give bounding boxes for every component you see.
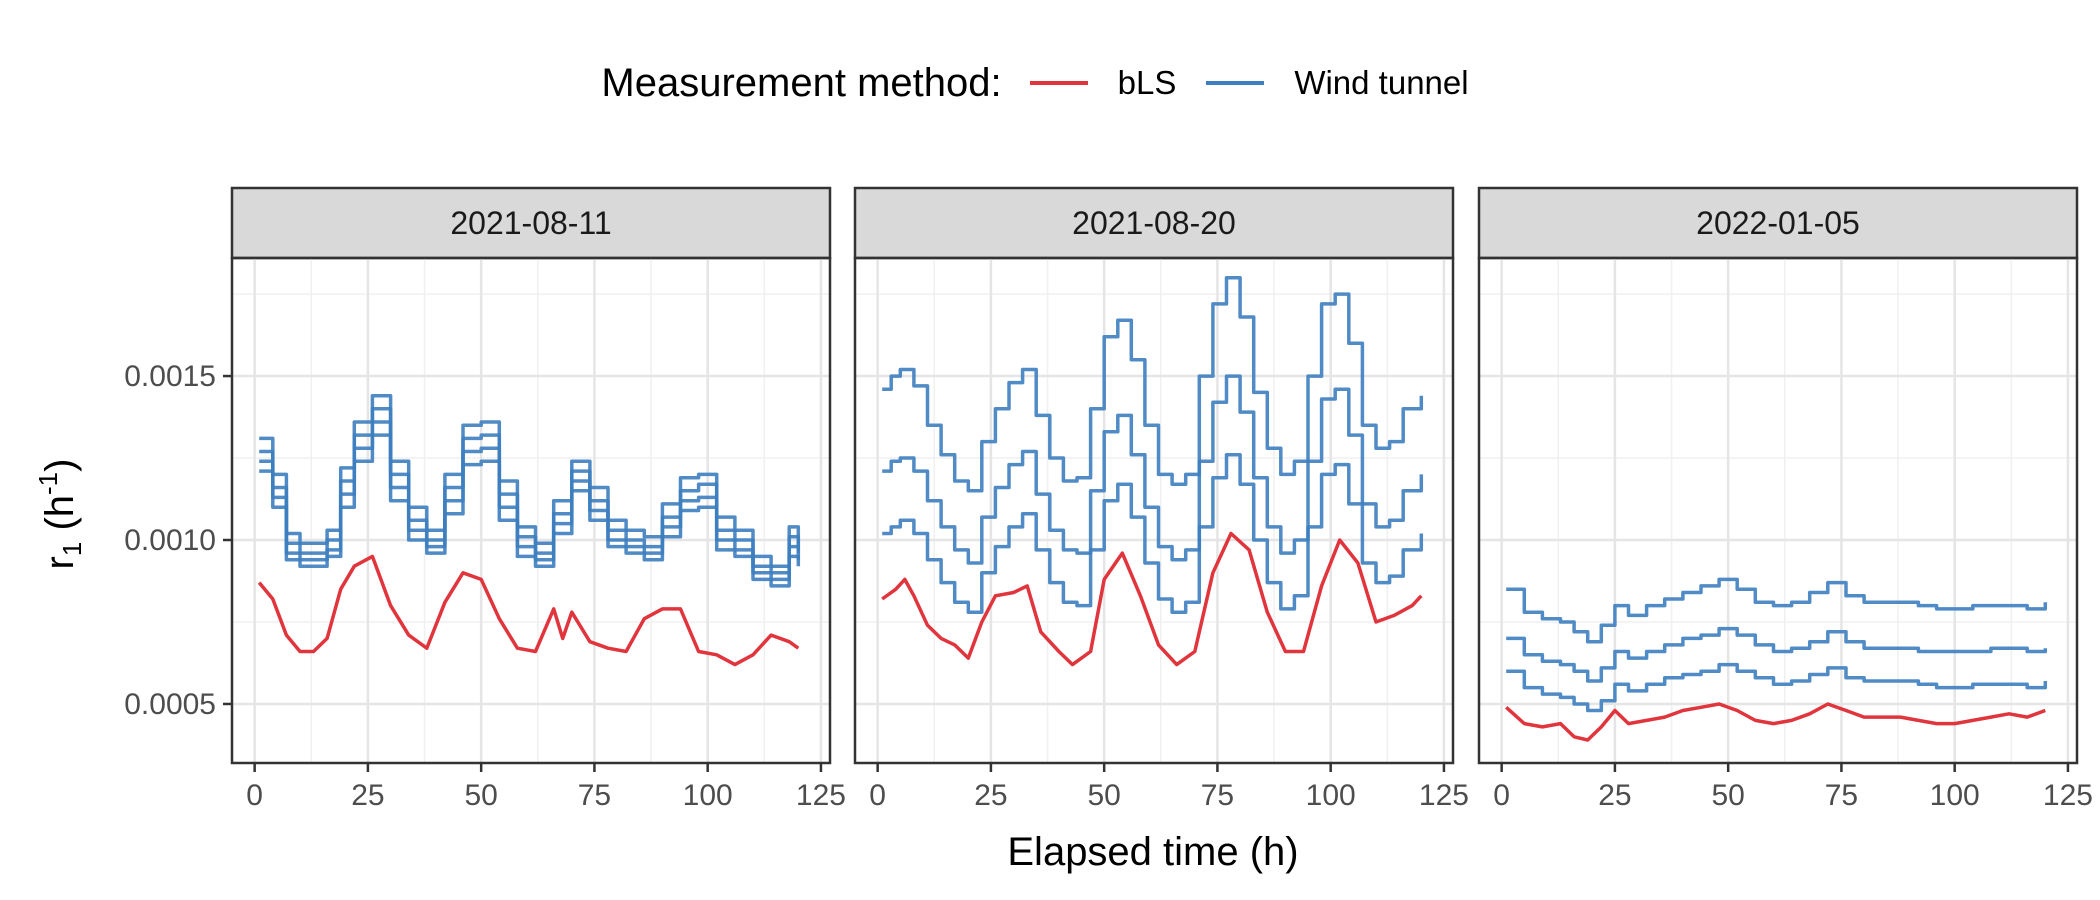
panel-border-2: [1477, 256, 2079, 765]
y-tick-label: 0.0005: [124, 688, 216, 721]
series-line-0-4: [259, 433, 801, 588]
strip-1: [853, 186, 1455, 260]
y-axis-title-unit-open: (h: [38, 495, 82, 542]
legend-label-wind-tunnel: Wind tunnel: [1294, 64, 1469, 101]
legend: Measurement method: bLS Wind tunnel: [0, 48, 2100, 118]
y-axis-title-unit-close: ): [38, 459, 82, 472]
y-tick-label: 0.0010: [124, 524, 216, 557]
strip-label-1: 2021-08-20: [1072, 205, 1236, 241]
x-tick-label: 50: [1087, 779, 1120, 812]
panels: 2021-08-11 0 25 50 75 100 125 0.0005 0.0010 0.001…: [124, 186, 2093, 812]
series-line-1-1: [882, 275, 1424, 493]
y-axis-title-base: r: [38, 556, 82, 569]
x-tick-label: 0: [1493, 779, 1510, 812]
panel-1: 2021-08-20 0 25 50 75 100 125: [853, 186, 1469, 812]
series-line-2-1: [1506, 577, 2048, 644]
legend-item-bls: bLS: [1029, 64, 1177, 102]
legend-title: Measurement method:: [601, 60, 1002, 105]
x-tick-label: 125: [1419, 779, 1469, 812]
y-axis-title: r1 (h-1): [33, 459, 87, 570]
x-tick-label: 25: [351, 779, 384, 812]
x-tick-label: 75: [1201, 779, 1234, 812]
panel-0: 2021-08-11 0 25 50 75 100 125 0.0005 0.0010 0.001…: [124, 186, 846, 812]
series-line-0-0: [257, 554, 800, 667]
legend-label-bls: bLS: [1117, 64, 1177, 101]
x-tick-label: 50: [464, 779, 497, 812]
series-line-1-3: [882, 453, 1424, 614]
series-line-2-2: [1506, 626, 2048, 683]
x-tick-label: 125: [2043, 779, 2093, 812]
x-tick-label: 0: [869, 779, 886, 812]
x-tick-label: 50: [1711, 779, 1744, 812]
y-axis-title-sub: 1: [57, 542, 87, 556]
x-tick-label: 25: [974, 779, 1007, 812]
panel-border-1: [853, 256, 1455, 765]
x-tick-label: 75: [1825, 779, 1858, 812]
panel-2: 2022-01-05 0 25 50 75 100 125: [1477, 186, 2093, 812]
legend-key-bls: [1029, 81, 1088, 85]
y-axis-title-sup: -1: [33, 472, 63, 495]
series-line-2-0: [1505, 702, 2046, 742]
x-tick-label: 100: [1930, 779, 1980, 812]
series-line-1-0: [881, 531, 1423, 667]
x-tick-label: 25: [1598, 779, 1631, 812]
x-axis-title: Elapsed time (h): [1007, 830, 1298, 874]
series-line-1-2: [882, 374, 1424, 565]
x-tick-label: 75: [578, 779, 611, 812]
x-tick-label: 100: [1306, 779, 1356, 812]
strip-label-2: 2022-01-05: [1696, 205, 1860, 241]
panel-border-0: [230, 256, 832, 765]
legend-key-wind-tunnel: [1206, 81, 1265, 85]
series-line-2-3: [1506, 662, 2048, 713]
x-tick-label: 0: [246, 779, 263, 812]
legend-item-wind-tunnel: Wind tunnel: [1206, 64, 1469, 102]
x-tick-label: 100: [683, 779, 733, 812]
x-tick-label: 125: [796, 779, 846, 812]
strip-label-0: 2021-08-11: [450, 205, 611, 241]
y-tick-label: 0.0015: [124, 360, 216, 393]
